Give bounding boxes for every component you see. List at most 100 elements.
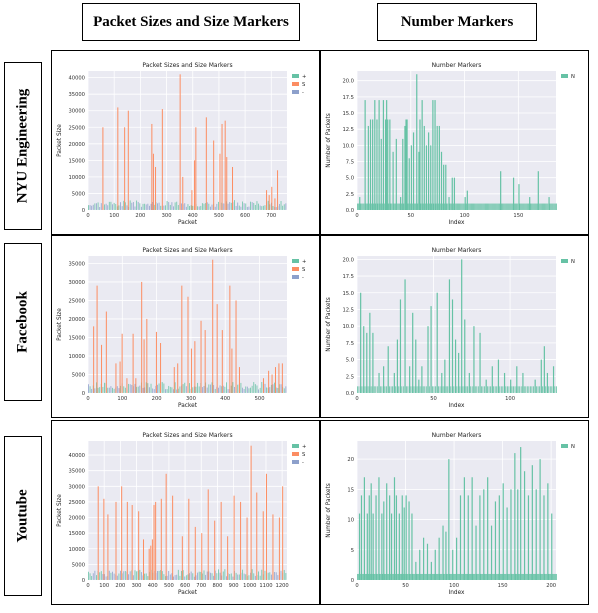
header-packet-sizes-label: Packet Sizes and Size Markers: [93, 14, 289, 31]
bar-minus: [96, 203, 97, 210]
bar-n: [392, 152, 393, 210]
bar-n-base: [381, 386, 382, 393]
bar-minus: [107, 205, 108, 210]
bar-n-base: [415, 204, 416, 210]
bar-plus: [162, 382, 163, 393]
bar-n-base: [554, 386, 555, 393]
legend-swatch: [292, 259, 299, 263]
bar-minus: [281, 384, 282, 393]
tick-label-x: 0: [86, 396, 89, 402]
bar-n-base: [548, 386, 549, 393]
bar-n-base: [459, 204, 460, 210]
bar-n-base: [470, 574, 471, 580]
bar-n: [388, 346, 389, 393]
bar-n-base: [518, 386, 519, 393]
bar-n: [409, 158, 410, 210]
bar-n-base: [483, 204, 484, 210]
tick-label-x: 800: [212, 583, 222, 589]
bar-n-base: [411, 386, 412, 393]
bar-plus: [110, 202, 111, 210]
bar-n-base: [480, 204, 481, 210]
bar-n: [385, 119, 386, 210]
y-axis-label: Packet Size: [57, 308, 63, 341]
bar-s: [279, 518, 280, 580]
tick-label-y: 30000: [68, 484, 85, 490]
bar-n-base: [506, 574, 507, 580]
bar-n: [532, 465, 533, 580]
bar-n: [469, 373, 470, 393]
bar-plus: [257, 385, 258, 393]
tick-label-y: 10: [347, 518, 354, 524]
bar-n-base: [502, 204, 503, 210]
tick-label-x: 0: [86, 583, 89, 589]
bar-n: [412, 313, 413, 393]
bar-n: [402, 139, 403, 210]
bar-n: [418, 152, 419, 210]
bar-n-base: [515, 204, 516, 210]
bar-n: [421, 366, 422, 393]
bar-n: [551, 514, 552, 580]
bar-minus: [109, 571, 110, 580]
bar-n: [522, 373, 523, 393]
bar-s: [226, 157, 227, 210]
chart-youtube-sizes: 0500010000150002000025000300003500040000…: [52, 421, 319, 604]
bar-minus: [202, 387, 203, 393]
bar-plus: [176, 202, 177, 210]
tick-label-y: 2.5: [346, 374, 354, 380]
bar-n: [461, 259, 462, 393]
bar-n-base: [398, 386, 399, 393]
bar-n-base: [485, 204, 486, 210]
tick-label-y: 0: [82, 208, 85, 214]
bar-n-base: [516, 204, 517, 210]
bar-n: [389, 495, 390, 580]
bar-plus: [147, 576, 148, 580]
tick-label-y: 20: [347, 457, 354, 463]
tick-label-y: 35000: [68, 469, 85, 475]
bar-minus: [171, 202, 172, 210]
y-axis-label: Packet Size: [57, 124, 63, 157]
tick-label-y: 7.5: [346, 341, 354, 347]
bar-plus: [253, 203, 254, 210]
bar-n-base: [440, 386, 441, 393]
bar-n-base: [536, 204, 537, 210]
bar-plus: [123, 201, 124, 210]
bar-minus: [149, 387, 150, 393]
tick-label-x: 500: [164, 583, 174, 589]
bar-n: [528, 495, 529, 580]
bar-plus: [167, 201, 168, 210]
bar-s: [97, 286, 98, 393]
bar-n-base: [414, 386, 415, 393]
tick-label-x: 300: [186, 396, 196, 402]
y-axis-label: Number of Packets: [326, 483, 332, 538]
bar-n-base: [505, 574, 506, 580]
bar-plus: [159, 383, 160, 393]
bar-minus: [141, 207, 142, 210]
bar-n-base: [538, 574, 539, 580]
bar-n-base: [482, 574, 483, 580]
bar-n-base: [534, 204, 535, 210]
bar-n-base: [509, 574, 510, 580]
bar-n-base: [362, 386, 363, 393]
bar-minus: [123, 571, 124, 580]
bar-n-base: [527, 204, 528, 210]
bar-n-base: [539, 386, 540, 393]
bar-plus: [212, 573, 213, 580]
bar-plus: [184, 383, 185, 393]
bar-n-base: [392, 386, 393, 393]
bar-minus: [191, 572, 192, 580]
bar-minus: [248, 207, 249, 210]
tick-label-y: 35000: [68, 261, 85, 267]
bar-n-base: [489, 386, 490, 393]
bar-s: [214, 521, 215, 580]
bar-n-base: [417, 574, 418, 580]
bar-n-base: [357, 574, 358, 580]
bar-plus: [239, 206, 240, 210]
bar-n-base: [523, 574, 524, 580]
bar-n-base: [458, 574, 459, 580]
bar-plus: [110, 573, 111, 580]
bar-plus: [135, 570, 136, 580]
bar-n: [394, 477, 395, 580]
bar-n-base: [554, 574, 555, 580]
bar-n-base: [365, 386, 366, 393]
tick-label-y: 5.0: [346, 176, 354, 182]
